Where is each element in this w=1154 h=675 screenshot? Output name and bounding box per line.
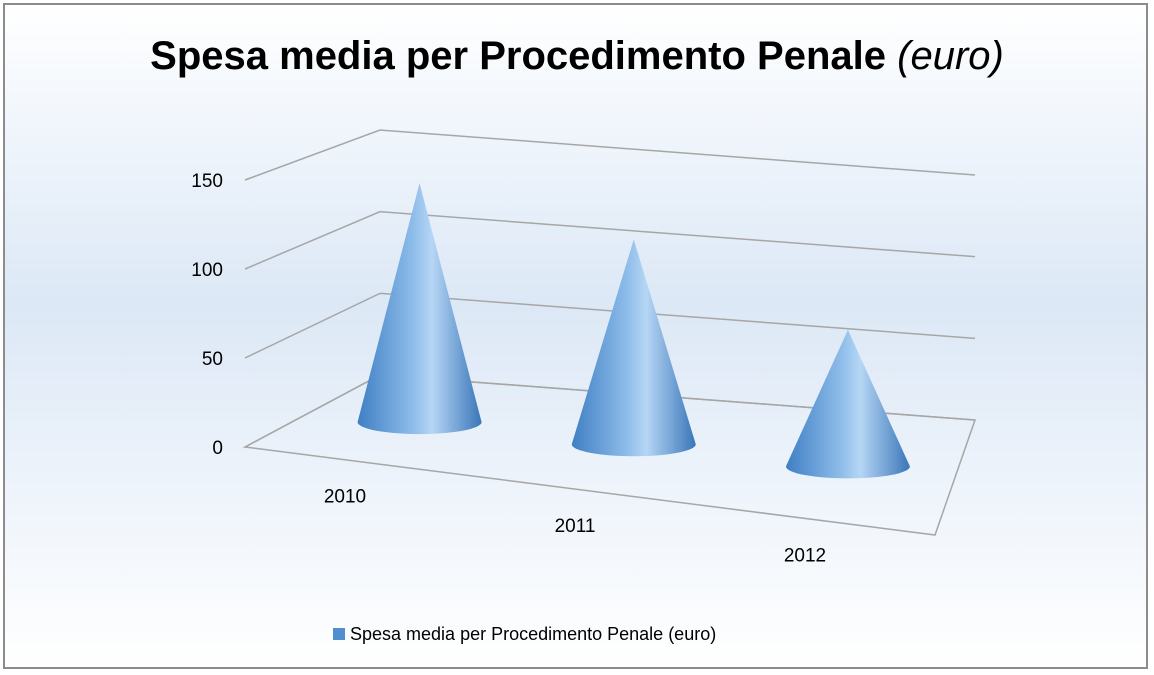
chart-title: Spesa media per Procedimento Penale (eur… [150,34,1004,78]
cone [571,239,696,457]
grid-line [244,292,976,359]
y-tick-label: 0 [212,438,223,459]
y-tick-label: 50 [202,349,223,370]
grid-line [244,129,976,181]
y-tick-label: 150 [191,171,223,192]
chart-frame [3,3,1148,669]
legend-swatch [333,628,345,640]
title-unit: (euro) [897,34,1004,78]
cone [357,183,482,435]
title-main: Spesa media per Procedimento Penale [150,34,886,78]
x-tick-label: 2012 [784,545,826,566]
x-tick-label: 2011 [555,516,596,537]
grid-line [244,210,976,270]
x-tick-label: 2010 [324,487,366,508]
y-tick-label: 100 [191,260,223,281]
plot: 0 50 100 150 2010 2011 2012 [191,129,976,566]
legend-label: Spesa media per Procedimento Penale (eur… [350,624,716,644]
cone [785,329,910,479]
